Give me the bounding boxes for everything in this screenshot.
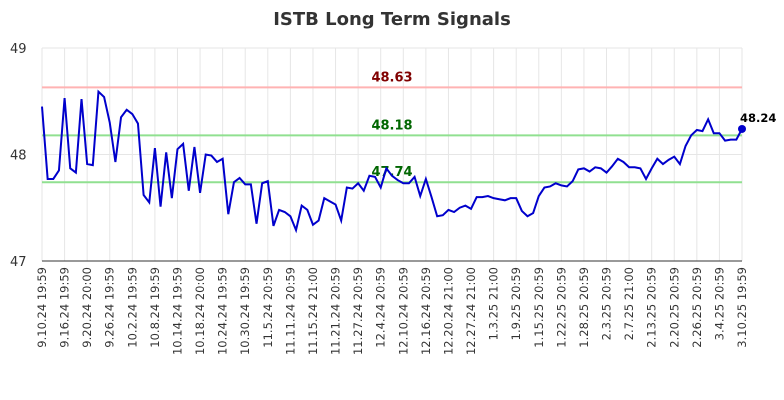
x-tick-label: 9.26.24 19:59	[103, 267, 117, 348]
x-tick-label: 10.30.24 19:59	[238, 267, 252, 355]
x-tick-label: 12.10.24 20:59	[396, 267, 410, 355]
x-tick-label: 2.20.25 20:59	[667, 267, 681, 348]
x-tick-label: 3.4.25 20:59	[712, 267, 726, 340]
x-tick-label: 2.3.25 20:59	[600, 267, 614, 340]
line-series	[41, 89, 743, 234]
x-tick-label: 2.26.25 20:59	[690, 267, 704, 348]
x-tick-label: 10.2.24 19:59	[125, 267, 139, 348]
x-tick-label: 11.15.24 21:00	[306, 267, 320, 355]
x-tick-label: 1.3.25 21:00	[487, 267, 501, 340]
x-tick-label: 10.8.24 19:59	[148, 267, 162, 348]
x-tick-label: 1.22.25 20:59	[554, 267, 568, 348]
x-tick-label: 11.5.24 20:59	[261, 267, 275, 348]
x-tick-label: 12.16.24 20:59	[419, 267, 433, 355]
x-tick-label: 2.7.25 21:00	[622, 267, 636, 340]
x-tick-label: 2.13.25 20:59	[645, 267, 659, 348]
x-tick-label: 9.16.24 19:59	[58, 267, 72, 348]
x-tick-label: 1.9.25 20:59	[509, 267, 523, 340]
last-value-label: 48.24	[740, 111, 776, 125]
x-tick-label: 1.28.25 20:59	[577, 267, 591, 348]
chart-title: ISTB Long Term Signals	[273, 9, 511, 30]
reference-label: 48.18	[371, 118, 412, 133]
y-tick-label: 47	[10, 255, 27, 270]
x-tick-label: 12.20.24 21:00	[441, 267, 455, 355]
x-tick-label: 11.21.24 20:59	[329, 267, 343, 355]
x-tick-label: 10.24.24 19:59	[216, 267, 230, 355]
x-tick-label: 11.27.24 20:59	[351, 267, 365, 355]
x-tick-label: 10.14.24 19:59	[170, 267, 184, 355]
reference-label: 47.74	[371, 165, 412, 180]
x-tick-label: 10.18.24 20:00	[193, 267, 207, 355]
x-tick-label: 12.4.24 20:59	[374, 267, 388, 348]
x-tick-label: 9.20.24 20:00	[80, 267, 94, 348]
last-point	[738, 124, 746, 133]
x-tick-label: 1.15.25 20:59	[532, 267, 546, 348]
x-tick-label: 11.11.24 20:59	[283, 267, 297, 355]
y-tick-label: 49	[10, 42, 27, 57]
y-tick-label: 48	[10, 149, 27, 164]
reference-label: 48.63	[371, 70, 412, 85]
x-tick-label: 12.27.24 21:00	[464, 267, 478, 355]
x-tick-label: 9.10.24 19:59	[35, 267, 49, 348]
x-tick-label: 3.10.25 19:59	[735, 267, 749, 348]
